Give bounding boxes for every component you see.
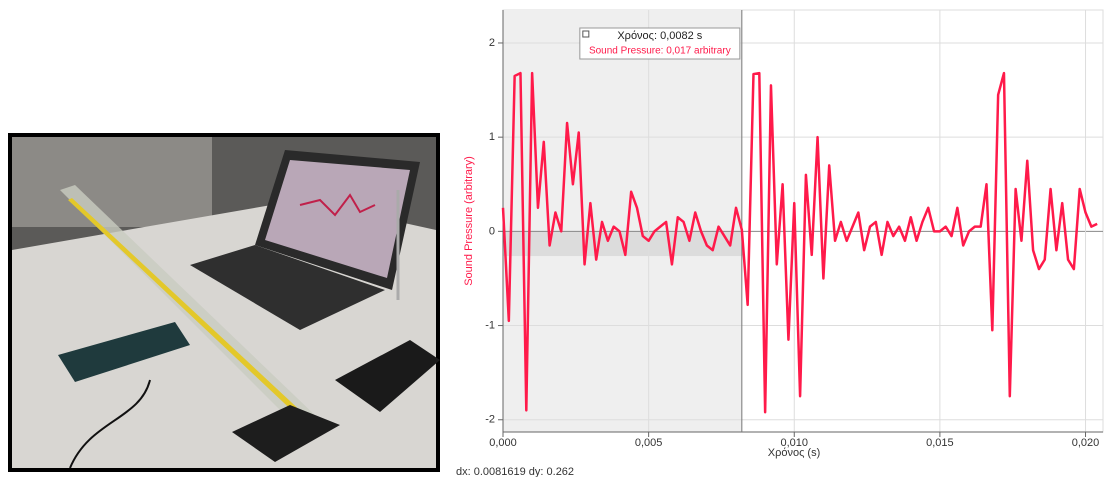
photo-stand-base <box>335 340 440 412</box>
x-tick-label: 0,015 <box>926 437 954 449</box>
photo-cable <box>69 379 151 469</box>
photo-base <box>232 405 340 462</box>
x-tick-label: 0,000 <box>489 437 517 449</box>
x-axis-label: Χρόνος (s) <box>768 447 821 459</box>
photo <box>8 133 440 472</box>
y-tick-label: 1 <box>489 131 495 143</box>
status-text: dx: 0.0081619 dy: 0.262 <box>456 466 574 477</box>
y-tick-label: 2 <box>489 37 495 49</box>
y-axis-label: Sound Pressure (arbitrary) <box>463 156 475 286</box>
x-tick-label: 0,020 <box>1072 437 1100 449</box>
x-tick-label: 0,005 <box>635 437 663 449</box>
y-tick-label: -2 <box>485 414 495 426</box>
tooltip-box <box>579 27 741 60</box>
y-tick-label: 0 <box>489 225 495 237</box>
photo-tape <box>68 198 305 418</box>
photo-screen-wave <box>299 193 376 217</box>
tooltip-close <box>582 30 590 38</box>
photo-interface <box>58 322 190 382</box>
tooltip-time: Χρόνος: 0,0082 s <box>617 30 702 42</box>
data-line <box>501 71 1098 414</box>
chart: Χρόνος (s) Sound Pressure (arbitrary) dx… <box>456 9 1104 477</box>
photo-laptop-screen <box>265 160 410 278</box>
photo-laptop-base <box>190 245 385 330</box>
y-tick-label: -1 <box>485 319 495 331</box>
tooltip-value: Sound Pressure: 0,017 arbitrary <box>589 46 731 57</box>
photo-wall <box>12 137 212 227</box>
selection-region <box>503 10 742 432</box>
x-tick-label: 0,010 <box>780 437 808 449</box>
